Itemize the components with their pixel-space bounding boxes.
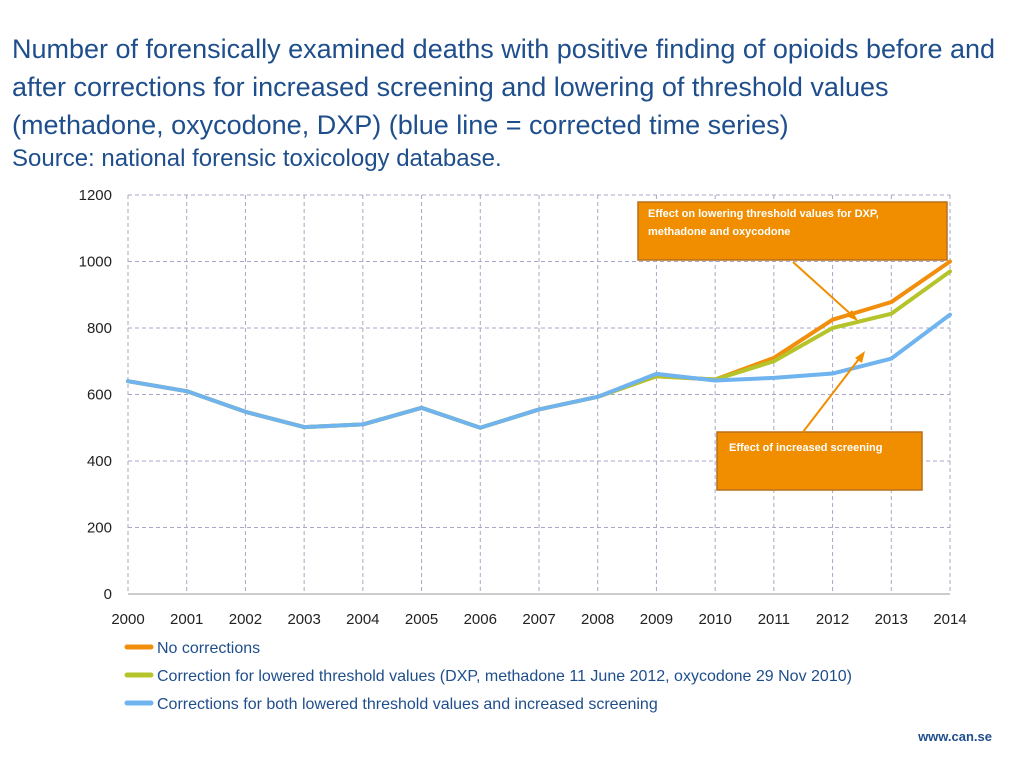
- chart-source: Source: national forensic toxicology dat…: [12, 145, 502, 172]
- annotation-screening-text: Effect of increased screening: [729, 442, 882, 454]
- annotation-threshold-box: [637, 201, 948, 261]
- x-tick-label-2: 2002: [229, 611, 262, 628]
- x-tick-label-11: 2011: [758, 611, 790, 628]
- y-tick-label-6: 1200: [79, 187, 112, 204]
- legend-label-1: Correction for lowered threshold values …: [157, 668, 852, 685]
- x-tick-label-8: 2008: [581, 611, 614, 628]
- annotation-threshold-line1: Effect on lowering threshold values for …: [648, 208, 879, 220]
- x-tick-label-12: 2012: [816, 611, 849, 628]
- y-tick-label-2: 400: [87, 453, 112, 470]
- x-tick-label-7: 2007: [522, 611, 555, 628]
- x-tick-label-1: 2001: [170, 611, 203, 628]
- annotation-screening-box: [716, 431, 923, 491]
- y-tick-label-5: 1000: [79, 254, 112, 271]
- x-tick-label-10: 2010: [698, 611, 731, 628]
- footer-url: www.can.se: [918, 729, 992, 744]
- legend-label-0: No corrections: [157, 640, 260, 657]
- series-lines: [126, 259, 952, 430]
- x-tick-label-3: 2003: [287, 611, 320, 628]
- chart-title: Number of forensically examined deaths w…: [12, 34, 996, 140]
- legend: No corrections Correction for lowered thr…: [124, 640, 852, 713]
- x-tick-label-14: 2014: [933, 611, 966, 628]
- annotation-threshold: Effect on lowering threshold values for …: [637, 201, 948, 321]
- annotation-screening: Effect of increased screening: [716, 351, 923, 491]
- legend-label-2: Corrections for both lowered threshold v…: [157, 696, 658, 713]
- x-tick-label-6: 2006: [464, 611, 497, 628]
- title-block: Number of forensically examined deaths w…: [12, 30, 1017, 174]
- y-tick-label-3: 600: [87, 387, 112, 404]
- x-tick-label-13: 2013: [875, 611, 908, 628]
- annotation-threshold-arrow: [792, 261, 856, 319]
- x-tick-label-5: 2005: [405, 611, 438, 628]
- annotation-threshold-arrowhead: [846, 310, 858, 321]
- annotation-threshold-text: Effect on lowering threshold values for …: [648, 208, 882, 238]
- y-tick-label-1: 200: [87, 520, 112, 537]
- x-tick-label-0: 2000: [111, 611, 144, 628]
- x-tick-label-9: 2009: [640, 611, 673, 628]
- annotation-screening-arrowhead: [855, 351, 865, 363]
- annotation-screening-arrow: [802, 354, 863, 433]
- y-tick-label-0: 0: [104, 586, 112, 603]
- y-axis-ticks: 0 200 400 600 800 1000 1200: [79, 187, 112, 603]
- annotation-threshold-line2: methadone and oxycodone: [648, 226, 790, 238]
- grid: [127, 194, 951, 594]
- y-tick-label-4: 800: [87, 320, 112, 337]
- x-axis-ticks: 2000 2001 2002 2003 2004 2005 2006 2007 2008 2009…: [111, 611, 966, 628]
- x-tick-label-4: 2004: [346, 611, 379, 628]
